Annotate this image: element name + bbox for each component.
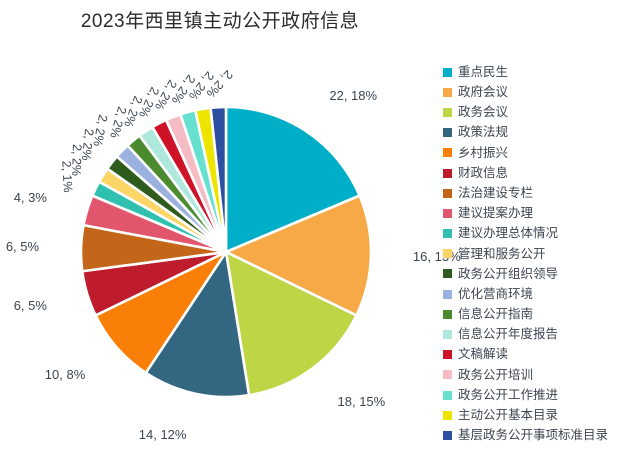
- legend-color-swatch: [443, 390, 452, 400]
- pie-slice-label: 18, 15%: [338, 394, 386, 409]
- legend-color-swatch: [443, 128, 452, 138]
- legend-color-swatch: [443, 208, 452, 218]
- pie-slice-label: 10, 8%: [45, 367, 86, 382]
- legend-color-swatch: [443, 350, 452, 360]
- legend-color-swatch: [443, 289, 452, 299]
- pie-slice-label: 2, 2%: [69, 144, 84, 176]
- legend-item[interactable]: 政务公开培训: [441, 365, 621, 385]
- legend-item-label: 信息公开指南: [458, 307, 534, 322]
- legend-item[interactable]: 管理和服务公开: [441, 244, 621, 264]
- legend-item-label: 政府会议: [458, 85, 509, 100]
- legend-item[interactable]: 政府会议: [441, 82, 621, 102]
- legend-item-label: 基层政务公开事项标准目录: [458, 428, 609, 443]
- legend-item[interactable]: 优化营商环境: [441, 284, 621, 304]
- legend-item[interactable]: 政务公开工作推进: [441, 385, 621, 405]
- legend-color-swatch: [443, 330, 452, 340]
- legend-color-swatch: [443, 229, 452, 239]
- legend-item-label: 乡村振兴: [458, 145, 509, 160]
- legend-item-label: 财政信息: [458, 165, 509, 180]
- legend-item-label: 建议办理总体情况: [458, 226, 559, 241]
- pie-slice[interactable]: [144, 250, 251, 399]
- pie-slice-label: 6, 5%: [14, 298, 48, 313]
- legend-item[interactable]: 建议办理总体情况: [441, 224, 621, 244]
- legend-item-label: 政务会议: [458, 105, 509, 120]
- legend-item-label: 建议提案办理: [458, 206, 534, 221]
- legend-item[interactable]: 重点民生: [441, 62, 621, 82]
- pie-slice-label: 22, 18%: [329, 88, 377, 103]
- pie-slice-label: 2, 1%: [59, 160, 75, 193]
- chart-title: 2023年西里镇主动公开政府信息: [80, 11, 360, 32]
- legend-item[interactable]: 政务会议: [441, 102, 621, 122]
- legend-item[interactable]: 主动公开基本目录: [441, 405, 621, 425]
- legend-color-swatch: [443, 430, 452, 440]
- legend-item[interactable]: 文稿解读: [441, 345, 621, 365]
- legend-item[interactable]: 信息公开指南: [441, 304, 621, 324]
- legend-item[interactable]: 乡村振兴: [441, 143, 621, 163]
- legend-color-swatch: [443, 370, 452, 380]
- legend-item[interactable]: 财政信息: [441, 163, 621, 183]
- legend-item-label: 法治建设专栏: [458, 185, 534, 200]
- legend-item-label: 管理和服务公开: [458, 246, 546, 261]
- legend-item[interactable]: 信息公开年度报告: [441, 324, 621, 344]
- legend-item[interactable]: 建议提案办理: [441, 203, 621, 223]
- legend-item-label: 政务公开培训: [458, 367, 534, 382]
- pie-slice-label: 2, 2%: [90, 113, 110, 147]
- legend-item-label: 政策法规: [458, 125, 509, 140]
- legend-color-swatch: [443, 148, 452, 158]
- legend-color-swatch: [443, 188, 452, 198]
- legend-item[interactable]: 政策法规: [441, 123, 621, 143]
- legend-color-swatch: [443, 269, 452, 279]
- legend-item-label: 政务公开工作推进: [458, 387, 559, 402]
- legend-item[interactable]: 法治建设专栏: [441, 183, 621, 203]
- legend-item-label: 重点民生: [458, 64, 509, 79]
- pie-slice-label: 4, 3%: [14, 190, 48, 205]
- pie-slice[interactable]: [224, 250, 358, 397]
- pie-slice[interactable]: [209, 105, 228, 254]
- legend-item-label: 政务公开组织领导: [458, 266, 559, 281]
- legend-item[interactable]: 政务公开组织领导: [441, 264, 621, 284]
- legend-color-swatch: [443, 67, 452, 77]
- legend-color-swatch: [443, 249, 452, 259]
- legend-item[interactable]: 基层政务公开事项标准目录: [441, 425, 621, 445]
- pie-slice[interactable]: [224, 105, 361, 254]
- legend-color-swatch: [443, 107, 452, 117]
- legend-color-swatch: [443, 309, 452, 319]
- legend-color-swatch: [443, 168, 452, 178]
- pie-slice[interactable]: [224, 194, 373, 317]
- legend-item-label: 信息公开年度报告: [458, 327, 559, 342]
- pie-slice-label: 14, 12%: [139, 427, 187, 442]
- pie-slice-label: 2, 2%: [79, 128, 96, 161]
- legend-color-swatch: [443, 87, 452, 97]
- chart-legend: 重点民生政府会议政务会议政策法规乡村振兴财政信息法治建设专栏 建议提案办理建议办理…: [441, 62, 621, 446]
- legend-item-label: 主动公开基本目录: [458, 408, 559, 423]
- pie-slice-label: 6, 5%: [6, 239, 40, 254]
- legend-item-label: 优化营商环境: [458, 286, 534, 301]
- legend-color-swatch: [443, 410, 452, 420]
- legend-item-label: 文稿解读: [458, 347, 509, 362]
